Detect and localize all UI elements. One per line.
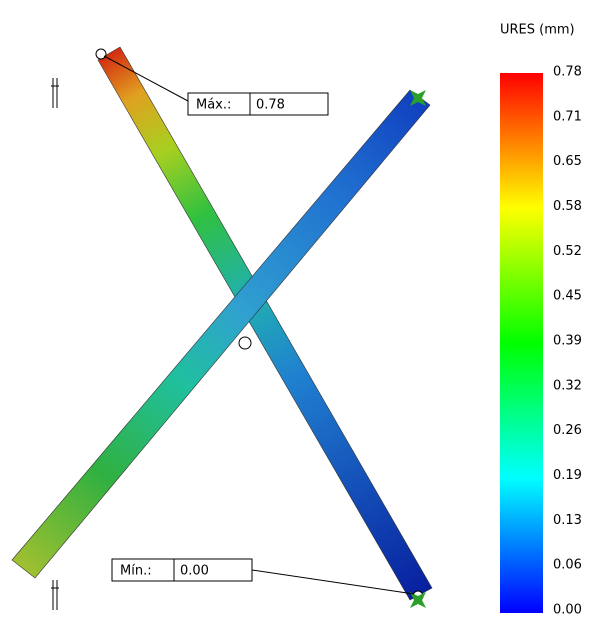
leader-line bbox=[252, 570, 414, 594]
legend-tick-label: 0.26 bbox=[553, 423, 582, 438]
legend-tick-label: 0.19 bbox=[553, 468, 582, 483]
fea-view: Máx.: 0.78 Mín.: 0.00 URES (mm) 0.78 0.71… bbox=[0, 0, 603, 621]
axis-glyph bbox=[51, 78, 59, 108]
max-label: Máx.: bbox=[196, 98, 231, 113]
pin-joint bbox=[239, 337, 251, 349]
legend-tick-label: 0.65 bbox=[553, 154, 582, 169]
max-value: 0.78 bbox=[256, 98, 285, 113]
legend-tick-label: 0.06 bbox=[553, 558, 582, 573]
legend-tick-label: 0.13 bbox=[553, 513, 582, 528]
legend-title: URES (mm) bbox=[500, 23, 575, 38]
axis-glyph bbox=[51, 580, 59, 610]
legend-tick-label: 0.78 bbox=[553, 65, 582, 80]
legend-tick-label: 0.00 bbox=[553, 603, 582, 618]
min-label: Mín.: bbox=[120, 564, 152, 579]
max-marker bbox=[96, 49, 106, 59]
color-bar bbox=[500, 73, 543, 613]
legend-ticks: 0.78 0.71 0.65 0.58 0.52 0.45 0.39 0.32 0.26 0.19… bbox=[553, 65, 582, 618]
legend-tick-label: 0.39 bbox=[553, 334, 582, 349]
min-value: 0.00 bbox=[180, 564, 209, 579]
legend-tick-label: 0.52 bbox=[553, 244, 582, 259]
legend-tick-label: 0.32 bbox=[553, 378, 582, 393]
legend-tick-label: 0.71 bbox=[553, 109, 582, 124]
legend-tick-label: 0.45 bbox=[553, 289, 582, 304]
legend-tick-label: 0.58 bbox=[553, 199, 582, 214]
